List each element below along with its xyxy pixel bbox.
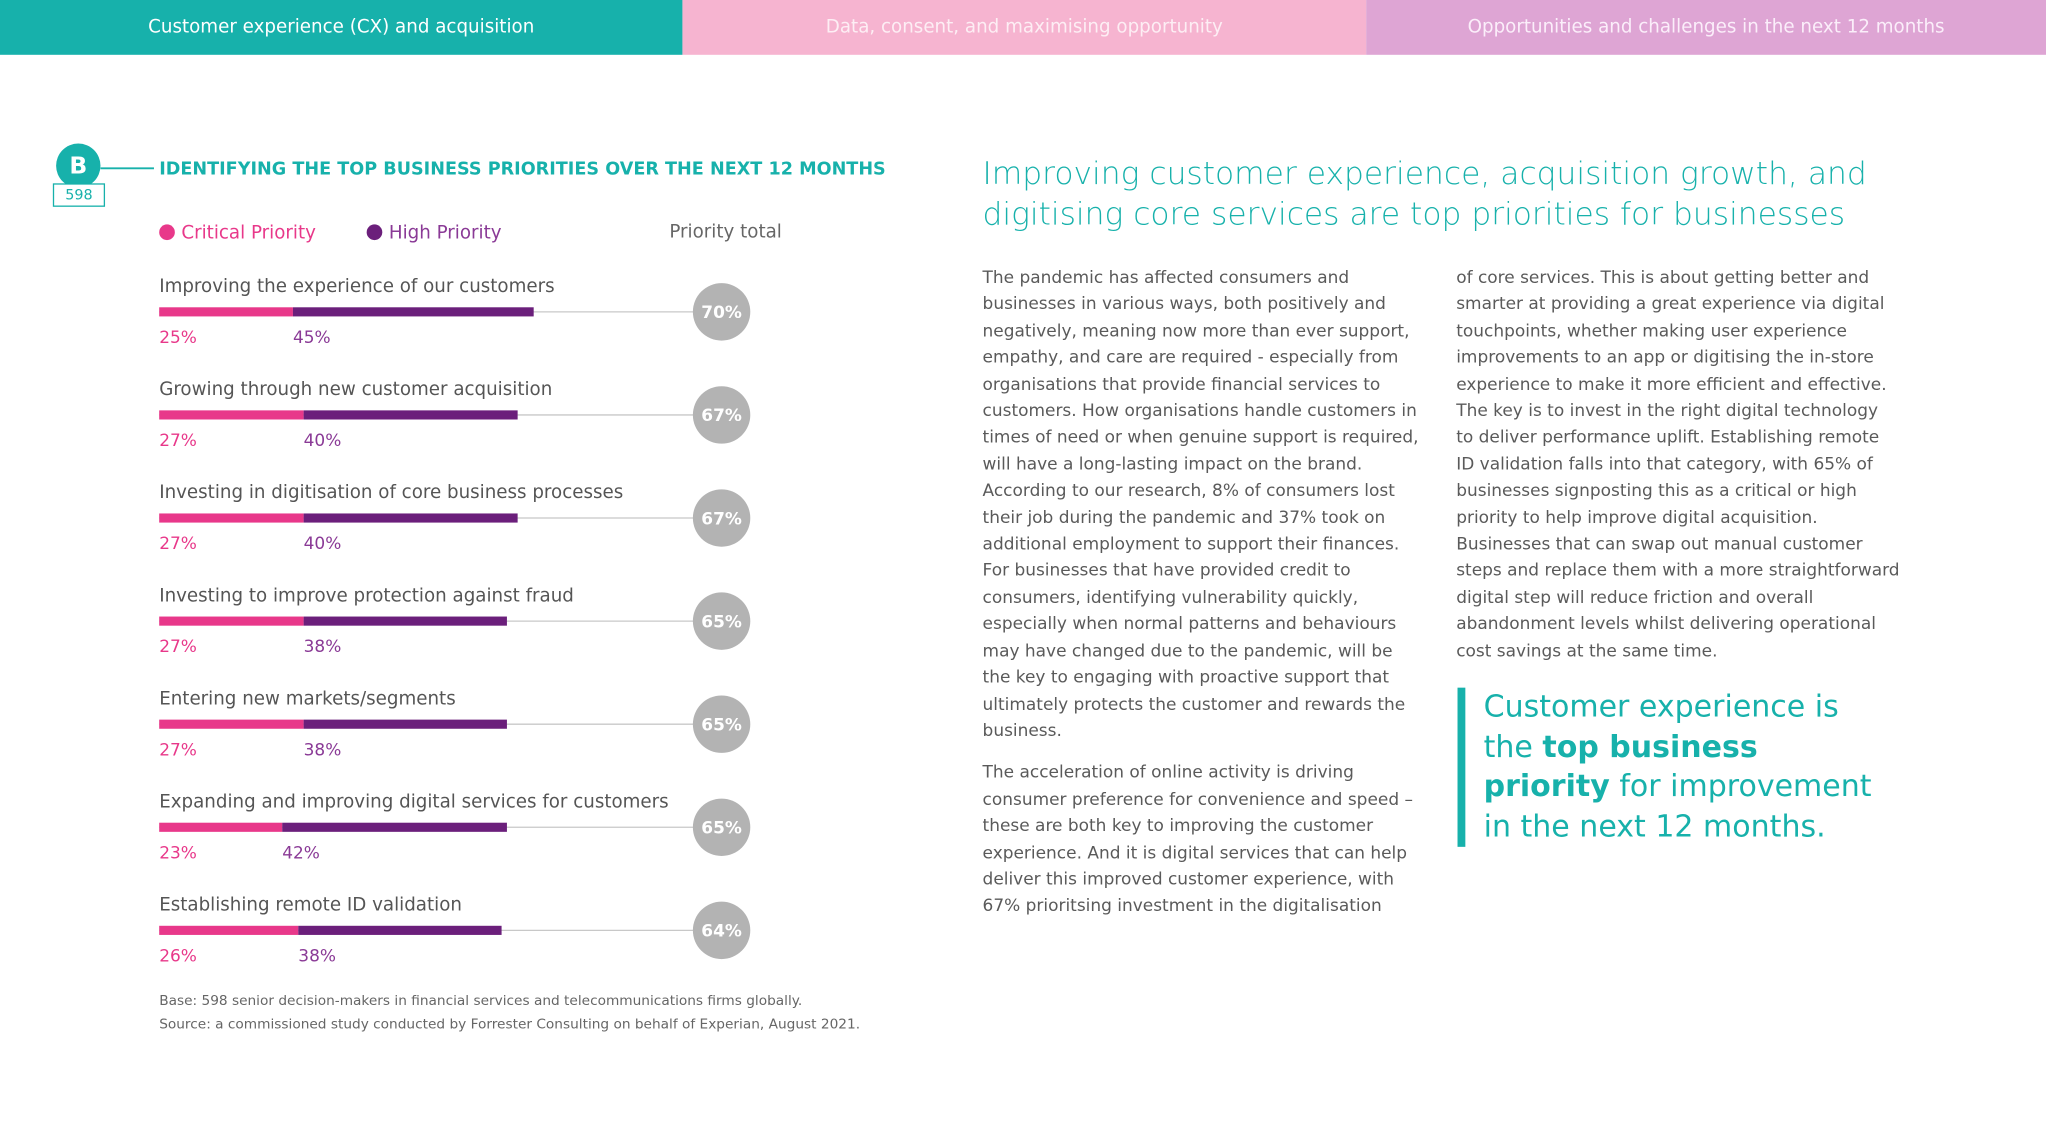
total-label: 64% [701,921,742,941]
bar-segment [159,616,304,626]
bar-segment [159,410,304,420]
bar-segment [303,513,518,523]
paragraph: The acceleration of online activity is d… [982,763,1413,917]
value-label: 23% [159,842,197,862]
bar-segment [159,307,293,317]
total-badge [692,283,751,341]
total-label: 67% [701,508,742,528]
category-label: Establishing remote ID validation [159,895,462,916]
value-label: 27% [159,739,197,759]
category-label: Growing through new customer acquisition [159,379,552,400]
category-label: Investing in digitisation of core busine… [159,482,623,503]
paragraph: of core services. This is about getting … [1456,268,1900,662]
value-label: 26% [159,945,197,965]
value-label: 27% [159,430,197,450]
value-label: 38% [298,945,336,965]
total-badge [692,489,751,547]
total-badge [692,592,751,650]
category-label: Expanding and improving digital services… [159,791,668,812]
value-label: 38% [304,739,342,759]
legend-label: Critical Priority [181,223,316,244]
chart-title: IDENTIFYING THE TOP BUSINESS PRIORITIES … [159,160,886,180]
text-column: of core services. This is about getting … [1456,266,1900,681]
value-label: 27% [159,636,197,656]
bar-segment [159,925,299,935]
badge-base: 598 [65,188,92,204]
bar-segment [159,513,304,523]
total-badge [692,386,751,444]
paragraph: The pandemic has affected consumers and … [982,268,1419,742]
value-label: 27% [159,533,197,553]
nav-tab[interactable]: Data, consent, and maximising opportunit… [682,0,1367,55]
bar-segment [303,719,507,729]
bar-segment [298,925,502,935]
bar-segment [282,822,507,832]
quote-emphasis: top business priority [1483,730,1758,804]
footnote: Source: a commissioned study conducted b… [159,1016,860,1032]
quote-text: Customer experience is the [1483,690,1839,764]
category-label: Entering new markets/segments [159,688,456,709]
nav-tab[interactable]: Opportunities and challenges in the next… [1366,0,2046,55]
value-label: 38% [304,636,342,656]
value-label: 40% [304,430,342,450]
value-label: 45% [293,327,331,347]
total-badge [692,901,751,960]
quote-text: for improvement in the next 12 months. [1483,769,1872,844]
total-header: Priority total [669,221,781,242]
legend-swatch [366,224,383,241]
total-label: 70% [701,302,742,322]
badge-letter: B [69,152,87,180]
headline: Improving customer experience, acquisiti… [982,155,1867,233]
category-label: Investing to improve protection against … [159,585,574,606]
legend-swatch [159,224,175,241]
value-label: 42% [282,842,320,862]
total-label: 67% [701,405,742,425]
total-badge [692,798,751,856]
bar-segment [159,719,304,729]
chart: B 598 IDENTIFYING THE TOP BUSINESS PRIOR… [52,143,886,1032]
nav-tab[interactable]: Customer experience (CX) and acquisition [0,0,683,55]
total-label: 65% [701,714,742,734]
badge-box [52,183,106,207]
bar-segment [292,307,534,317]
legend-label: High Priority [389,223,502,244]
category-label: Improving the experience of our customer… [159,276,554,297]
bar-segment [303,410,518,420]
text-column: The pandemic has affected consumers and … [983,266,1420,936]
pull-quote: Customer experience is the top business … [1457,687,1876,847]
bar-segment [159,822,283,832]
badge-circle [56,143,101,188]
footnote: Base: 598 senior decision-makers in fina… [159,993,802,1009]
value-label: 40% [304,533,342,553]
total-label: 65% [701,818,742,838]
value-label: 25% [159,327,197,347]
bar-segment [303,616,507,626]
total-label: 65% [701,611,742,631]
total-badge [692,695,751,753]
